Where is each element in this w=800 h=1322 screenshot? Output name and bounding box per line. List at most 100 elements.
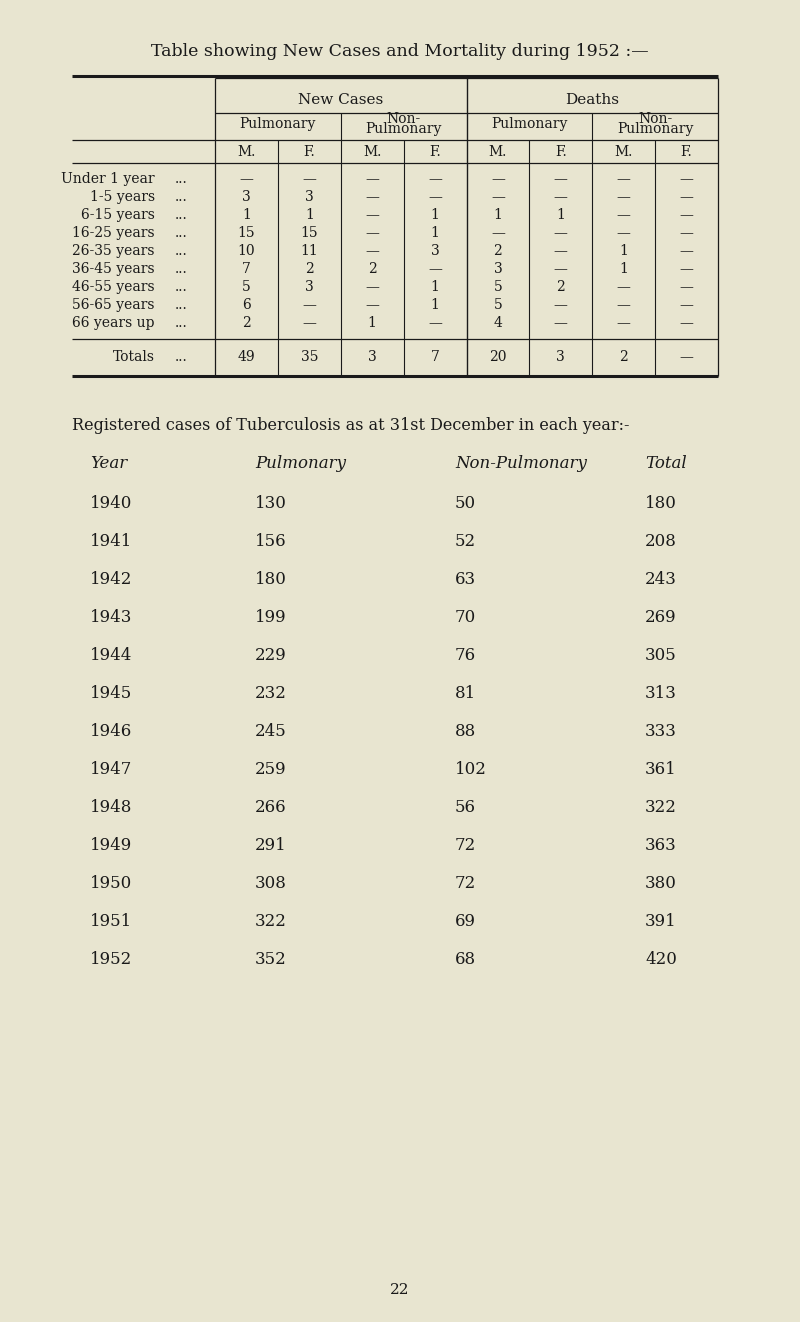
Text: —: — [617,208,630,222]
Text: 266: 266 [255,798,286,816]
Text: 10: 10 [238,245,255,258]
Text: 1: 1 [430,280,439,293]
Text: 66 years up: 66 years up [73,316,155,330]
Text: 5: 5 [494,280,502,293]
Text: —: — [554,190,568,204]
Text: 52: 52 [455,533,476,550]
Text: 322: 322 [645,798,677,816]
Text: 1: 1 [368,316,377,330]
Text: 2: 2 [368,262,377,276]
Text: —: — [680,172,694,186]
Text: —: — [680,350,694,364]
Text: ...: ... [175,297,188,312]
Text: 1941: 1941 [90,533,132,550]
Text: Deaths: Deaths [566,93,619,107]
Text: 420: 420 [645,951,677,968]
Text: 3: 3 [430,245,439,258]
Text: 1942: 1942 [90,571,132,587]
Text: F.: F. [681,145,693,159]
Text: Year: Year [90,455,127,472]
Text: 2: 2 [305,262,314,276]
Text: —: — [680,262,694,276]
Text: 102: 102 [455,760,487,777]
Text: 305: 305 [645,646,677,664]
Text: —: — [617,316,630,330]
Text: ...: ... [175,226,188,241]
Text: ...: ... [175,316,188,330]
Text: 322: 322 [255,912,287,929]
Text: 1946: 1946 [90,723,132,739]
Text: —: — [554,172,568,186]
Text: 81: 81 [455,685,476,702]
Text: 333: 333 [645,723,677,739]
Text: —: — [680,297,694,312]
Text: 130: 130 [255,494,287,512]
Text: 1943: 1943 [90,608,132,625]
Text: 361: 361 [645,760,677,777]
Text: ...: ... [175,245,188,258]
Text: —: — [428,262,442,276]
Text: 1: 1 [619,245,628,258]
Text: —: — [366,297,379,312]
Text: 72: 72 [455,837,476,854]
Text: 15: 15 [301,226,318,241]
Text: 20: 20 [489,350,506,364]
Text: 22: 22 [390,1282,410,1297]
Text: 56-65 years: 56-65 years [73,297,155,312]
Text: 88: 88 [455,723,476,739]
Text: 68: 68 [455,951,476,968]
Text: —: — [680,316,694,330]
Text: 2: 2 [242,316,251,330]
Text: 1: 1 [430,297,439,312]
Text: 1: 1 [430,226,439,241]
Text: ...: ... [175,262,188,276]
Text: —: — [491,190,505,204]
Text: 7: 7 [430,350,439,364]
Text: 76: 76 [455,646,476,664]
Text: 1952: 1952 [90,951,132,968]
Text: Non-Pulmonary: Non-Pulmonary [455,455,587,472]
Text: Registered cases of Tuberculosis as at 31st December in each year:-: Registered cases of Tuberculosis as at 3… [72,416,630,434]
Text: —: — [680,226,694,241]
Text: 269: 269 [645,608,677,625]
Text: —: — [617,226,630,241]
Text: —: — [554,297,568,312]
Text: —: — [491,172,505,186]
Text: —: — [366,208,379,222]
Text: 245: 245 [255,723,286,739]
Text: 199: 199 [255,608,286,625]
Text: —: — [428,190,442,204]
Text: Pulmonary: Pulmonary [617,122,694,136]
Text: 5: 5 [494,297,502,312]
Text: 26-35 years: 26-35 years [73,245,155,258]
Text: F.: F. [555,145,566,159]
Text: 380: 380 [645,874,677,891]
Text: 50: 50 [455,494,476,512]
Text: M.: M. [614,145,633,159]
Text: 36-45 years: 36-45 years [72,262,155,276]
Text: —: — [366,190,379,204]
Text: 15: 15 [238,226,255,241]
Text: 1944: 1944 [90,646,132,664]
Text: —: — [617,190,630,204]
Text: 2: 2 [557,280,565,293]
Text: 6-15 years: 6-15 years [81,208,155,222]
Text: 208: 208 [645,533,677,550]
Text: 243: 243 [645,571,677,587]
Text: —: — [680,280,694,293]
Text: 1: 1 [556,208,566,222]
Text: —: — [302,316,316,330]
Text: Pulmonary: Pulmonary [491,118,567,131]
Text: 35: 35 [301,350,318,364]
Text: 1949: 1949 [90,837,132,854]
Text: 1948: 1948 [90,798,132,816]
Text: —: — [366,172,379,186]
Text: 180: 180 [255,571,287,587]
Text: 1947: 1947 [90,760,132,777]
Text: 291: 291 [255,837,286,854]
Text: 156: 156 [255,533,286,550]
Text: 1: 1 [494,208,502,222]
Text: 4: 4 [494,316,502,330]
Text: 1940: 1940 [90,494,132,512]
Text: New Cases: New Cases [298,93,383,107]
